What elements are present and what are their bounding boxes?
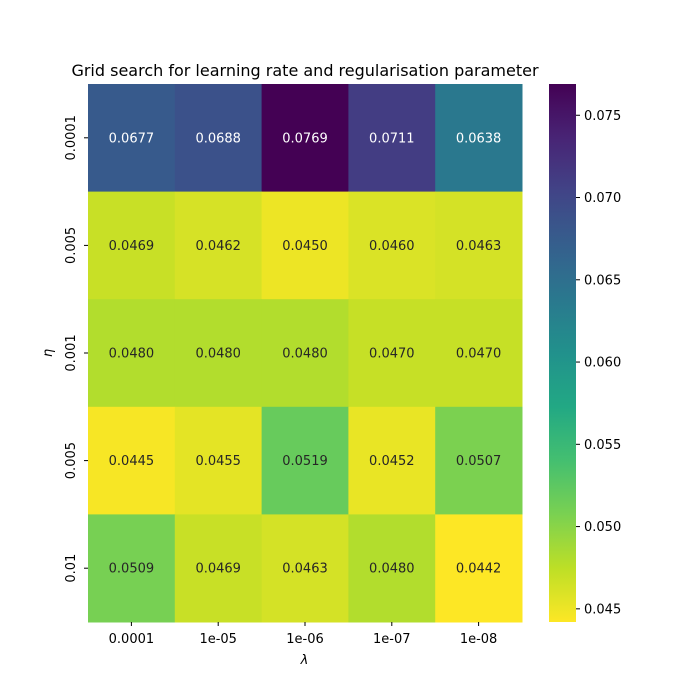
heatmap-cell <box>435 299 523 408</box>
colorbar-tick-label: 0.050 <box>584 520 621 535</box>
y-tick-label: 0.005 <box>64 442 79 479</box>
cell-value-label: 0.0460 <box>369 239 415 254</box>
heatmap-cell <box>88 299 176 408</box>
cell-value-label: 0.0688 <box>195 131 241 146</box>
heatmap-cell <box>88 84 176 193</box>
colorbar-tick-label: 0.045 <box>584 602 621 617</box>
cell-value-label: 0.0711 <box>369 131 415 146</box>
heatmap-cell <box>435 191 523 300</box>
cell-value-label: 0.0769 <box>282 131 328 146</box>
cell-value-label: 0.0480 <box>195 347 241 362</box>
cell-value-label: 0.0470 <box>369 347 415 362</box>
heatmap-cell <box>261 299 349 408</box>
y-axis-label: η <box>41 349 56 357</box>
heatmap-cell <box>174 406 263 515</box>
cell-value-label: 0.0480 <box>369 562 415 577</box>
colorbar-tick-label: 0.070 <box>584 191 621 206</box>
cell-value-label: 0.0469 <box>195 562 241 577</box>
heatmap-cell <box>261 191 349 300</box>
heatmap-cell <box>435 514 523 623</box>
heatmap-cells: 0.0677 0.0688 0.0769 0.0711 0.0638 0.0469 0.04… <box>88 84 523 623</box>
heatmap-cell <box>435 406 523 515</box>
cell-value-label: 0.0509 <box>109 562 155 577</box>
heatmap-cell <box>88 406 176 515</box>
cell-value-label: 0.0638 <box>456 131 502 146</box>
y-tick-label: 0.001 <box>64 334 79 371</box>
heatmap-cell <box>88 514 176 623</box>
cell-value-label: 0.0455 <box>195 454 241 469</box>
y-tick-label: 0.0001 <box>64 115 79 161</box>
cell-value-label: 0.0462 <box>195 239 241 254</box>
cell-value-label: 0.0677 <box>109 131 155 146</box>
x-tick-label: 0.0001 <box>109 632 155 647</box>
y-tick-label: 0.01 <box>64 554 79 583</box>
colorbar-tick-label: 0.075 <box>584 109 621 124</box>
y-axis: 0.0001 0.005 0.001 0.005 0.01 <box>64 115 88 583</box>
heatmap-cell <box>174 84 263 193</box>
cell-value-label: 0.0445 <box>109 454 155 469</box>
heatmap-cell <box>435 84 523 193</box>
heatmap-cell <box>348 406 436 515</box>
x-tick-label: 1e-07 <box>373 632 411 647</box>
heatmap-cell <box>261 84 349 193</box>
x-tick-label: 1e-06 <box>286 632 324 647</box>
heatmap-cell <box>174 514 263 623</box>
y-tick-label: 0.005 <box>64 227 79 264</box>
cell-value-label: 0.0463 <box>456 239 502 254</box>
x-tick-label: 1e-05 <box>199 632 237 647</box>
heatmap-cell <box>261 514 349 623</box>
heatmap-cell <box>174 299 263 408</box>
cell-value-label: 0.0470 <box>456 347 502 362</box>
colorbar: 0.045 0.050 0.055 0.060 0.065 0.070 0.075 <box>549 84 621 622</box>
heatmap-cell <box>348 299 436 408</box>
cell-value-label: 0.0519 <box>282 454 328 469</box>
heatmap-cell <box>88 191 176 300</box>
heatmap-cell <box>348 191 436 300</box>
cell-value-label: 0.0480 <box>282 347 328 362</box>
cell-value-label: 0.0507 <box>456 454 502 469</box>
cell-value-label: 0.0450 <box>282 239 328 254</box>
cell-value-label: 0.0442 <box>456 562 502 577</box>
cell-value-label: 0.0469 <box>109 239 155 254</box>
heatmap-cell <box>174 191 263 300</box>
cell-value-label: 0.0452 <box>369 454 415 469</box>
x-tick-label: 1e-08 <box>460 632 498 647</box>
heatmap-cell <box>348 514 436 623</box>
chart-title: Grid search for learning rate and regula… <box>71 61 539 80</box>
heatmap-cell <box>261 406 349 515</box>
colorbar-tick-label: 0.055 <box>584 438 621 453</box>
x-axis: 0.0001 1e-05 1e-06 1e-07 1e-08 <box>109 622 498 647</box>
cell-value-label: 0.0463 <box>282 562 328 577</box>
x-axis-label: λ <box>300 653 309 668</box>
colorbar-gradient <box>549 84 576 622</box>
cell-value-label: 0.0480 <box>109 347 155 362</box>
heatmap-cell <box>348 84 436 193</box>
colorbar-tick-label: 0.065 <box>584 273 621 288</box>
colorbar-tick-label: 0.060 <box>584 356 621 371</box>
